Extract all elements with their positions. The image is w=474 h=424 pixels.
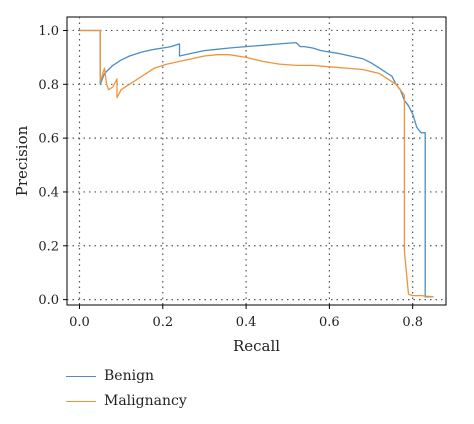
y-tick-label: 0.8 [38,78,59,93]
legend-label-benign: Benign [104,368,155,384]
x-tick-label: 0.2 [152,315,173,330]
series-line-benign [79,29,434,298]
legend-item-malignancy: Malignancy [66,391,187,411]
x-axis-ticks: 0.0 0.2 0.4 0.6 0.8 [69,305,423,330]
legend-label-malignancy: Malignancy [104,393,187,409]
x-axis-label: Recall [233,337,280,355]
y-tick-label: 0.0 [38,293,59,308]
series-lines [79,29,434,298]
y-tick-label: 1.0 [38,24,59,39]
x-tick-label: 0.4 [236,315,257,330]
y-axis-label: Precision [13,125,31,196]
legend-swatch-benign [66,375,96,377]
x-tick-label: 0.0 [69,315,90,330]
y-tick-label: 0.6 [38,132,59,147]
series-line-malignancy [79,29,434,298]
legend-item-benign: Benign [66,366,187,386]
grid [67,17,446,305]
legend-swatch-malignancy [66,400,96,402]
legend: Benign Malignancy [66,366,187,416]
y-tick-label: 0.2 [38,239,59,254]
x-tick-label: 0.8 [402,315,423,330]
x-tick-label: 0.6 [319,315,340,330]
y-tick-label: 0.4 [38,185,59,200]
plot-frame [66,16,447,306]
y-axis-ticks: 0.0 0.2 0.4 0.6 0.8 1.0 [38,24,67,308]
